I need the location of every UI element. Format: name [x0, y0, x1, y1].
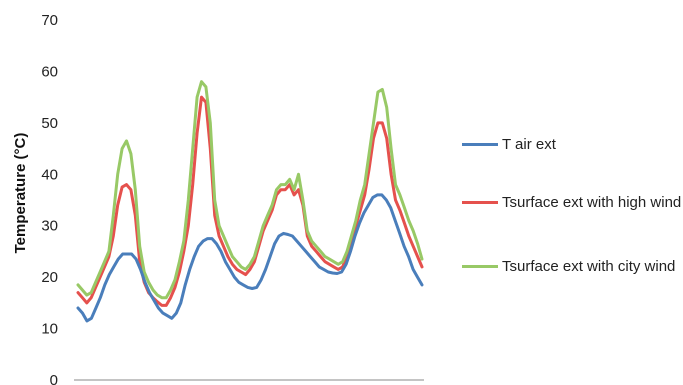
legend-swatch-city-wind	[462, 265, 498, 268]
y-tick-label: 10	[41, 321, 58, 338]
legend-item-city-wind: Tsurface ext with city wind	[462, 256, 683, 277]
legend-label-high-wind: Tsurface ext with high wind	[502, 194, 682, 211]
y-tick-label: 50	[41, 115, 58, 132]
series-line-1	[76, 95, 424, 307]
legend-swatch-high-wind	[462, 201, 498, 204]
legend-item-high-wind: Tsurface ext with high wind	[462, 192, 683, 213]
series-line-2	[76, 80, 424, 300]
y-tick-label: 30	[41, 218, 58, 235]
y-tick-label: 20	[41, 269, 58, 286]
chart-legend: T air ext Tsurface ext with high wind Ts…	[462, 0, 683, 385]
series-lines	[76, 80, 424, 323]
y-axis-label: Temperature (°C)	[12, 133, 29, 254]
y-tick-label: 0	[50, 372, 58, 385]
legend-label-city-wind: Tsurface ext with city wind	[502, 258, 676, 275]
series-line-0	[76, 193, 424, 323]
y-tick-label: 70	[41, 12, 58, 29]
y-tick-label: 40	[41, 166, 58, 183]
legend-label-t-air-ext: T air ext	[502, 136, 556, 153]
legend-item-t-air-ext: T air ext	[462, 134, 683, 155]
legend-swatch-t-air-ext	[462, 143, 498, 146]
y-tick-label: 60	[41, 63, 58, 80]
y-axis-ticks: 0 10 20 30 40 50 60 70	[41, 12, 58, 385]
